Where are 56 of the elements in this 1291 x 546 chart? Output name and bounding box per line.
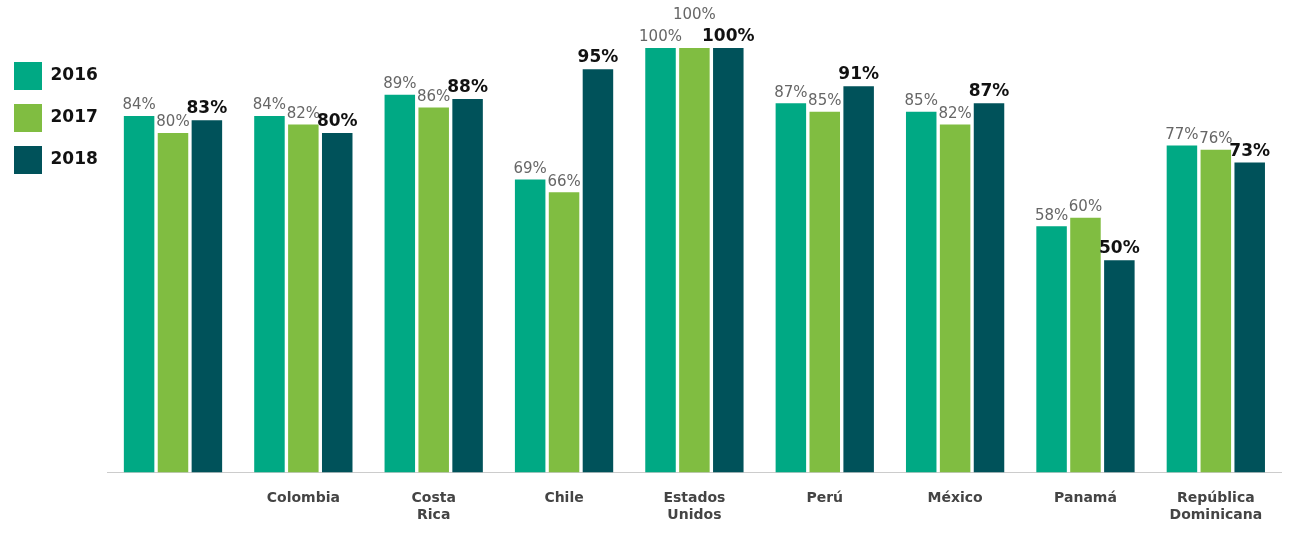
data-label: 89% bbox=[383, 74, 417, 93]
bar bbox=[288, 124, 319, 473]
bar bbox=[254, 115, 285, 473]
bar bbox=[775, 103, 807, 473]
bar bbox=[452, 98, 483, 473]
bar bbox=[1036, 226, 1067, 473]
legend-label: 2017 bbox=[50, 106, 98, 127]
bar bbox=[809, 111, 841, 473]
x-tick-label: Panamá bbox=[1054, 489, 1117, 506]
legend-label: 2016 bbox=[50, 64, 98, 85]
data-label: 91% bbox=[838, 63, 879, 84]
data-label: 60% bbox=[1068, 197, 1103, 216]
data-label: 82% bbox=[938, 103, 972, 122]
bar bbox=[384, 94, 416, 473]
bar bbox=[973, 103, 1005, 473]
legend-label: 2018 bbox=[50, 148, 98, 169]
data-label: 100% bbox=[672, 5, 716, 24]
bar bbox=[418, 107, 449, 473]
bar bbox=[1166, 145, 1198, 473]
data-label: 69% bbox=[513, 158, 547, 177]
bar bbox=[679, 48, 710, 473]
data-label: 58% bbox=[1034, 205, 1069, 224]
x-tick-label: Chile bbox=[544, 489, 584, 506]
bar bbox=[939, 124, 971, 473]
data-label: 87% bbox=[774, 82, 808, 101]
data-label: 85% bbox=[904, 91, 938, 110]
bar bbox=[645, 48, 676, 473]
bar bbox=[905, 111, 937, 473]
bar bbox=[843, 86, 874, 473]
bar bbox=[191, 120, 223, 473]
data-label: 100% bbox=[702, 24, 755, 45]
bar bbox=[713, 48, 744, 473]
data-label: 77% bbox=[1165, 125, 1199, 143]
x-tick-label: Colombia bbox=[266, 489, 340, 506]
x-tick-label: México bbox=[927, 489, 984, 506]
x-tick-label: República Dominicana bbox=[1169, 489, 1263, 523]
data-label: 84% bbox=[252, 95, 287, 114]
bar bbox=[123, 115, 155, 473]
data-label: 100% bbox=[639, 27, 682, 46]
data-label: 85% bbox=[808, 91, 842, 110]
bar bbox=[1200, 149, 1232, 473]
bar bbox=[1104, 260, 1135, 473]
bar bbox=[548, 192, 580, 473]
bar bbox=[582, 69, 614, 473]
bar bbox=[157, 132, 189, 473]
x-tick-label: Perú bbox=[806, 489, 844, 506]
bar bbox=[321, 132, 353, 473]
x-tick-label: Costa Rica bbox=[411, 489, 456, 523]
data-label: 66% bbox=[547, 171, 581, 190]
x-tick-label: Estados Unidos bbox=[663, 489, 726, 523]
bar bbox=[1070, 217, 1101, 473]
bar bbox=[1234, 162, 1265, 473]
data-label: 84% bbox=[122, 95, 156, 114]
data-label: 95% bbox=[577, 46, 619, 67]
data-label: 87% bbox=[968, 80, 1010, 101]
bar bbox=[514, 179, 546, 473]
